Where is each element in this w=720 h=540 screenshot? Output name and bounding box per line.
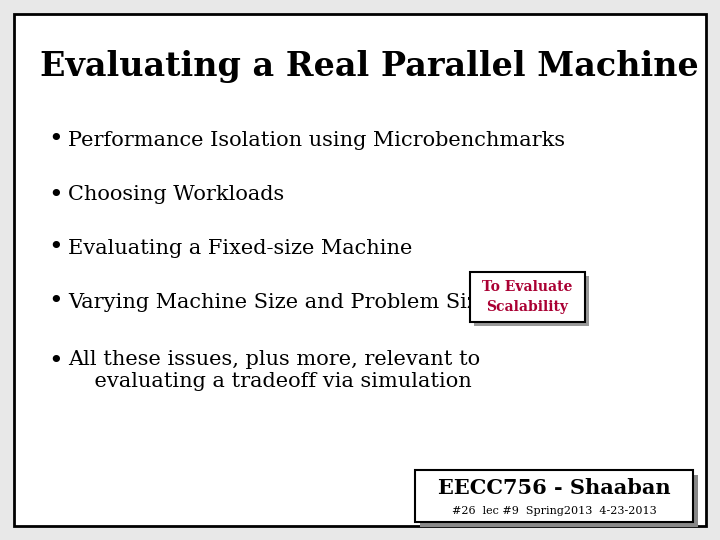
Bar: [470, 272, 585, 322]
Text: Evaluating a Fixed-size Machine: Evaluating a Fixed-size Machine: [68, 239, 413, 258]
Text: Performance Isolation using Microbenchmarks: Performance Isolation using Microbenchma…: [68, 131, 565, 150]
Text: To Evaluate
Scalability: To Evaluate Scalability: [482, 280, 572, 314]
Text: •: •: [48, 129, 63, 152]
Text: •: •: [48, 237, 63, 260]
Text: Evaluating a Real Parallel Machine: Evaluating a Real Parallel Machine: [40, 50, 698, 83]
Text: •: •: [48, 291, 63, 314]
Text: Varying Machine Size and Problem Size: Varying Machine Size and Problem Size: [68, 293, 490, 312]
Text: #26  lec #9  Spring2013  4-23-2013: #26 lec #9 Spring2013 4-23-2013: [451, 505, 657, 516]
Text: •: •: [48, 184, 63, 206]
Bar: [420, 475, 698, 527]
Text: Choosing Workloads: Choosing Workloads: [68, 186, 284, 205]
Text: •: •: [48, 350, 63, 373]
Bar: [415, 470, 693, 522]
Text: EECC756 - Shaaban: EECC756 - Shaaban: [438, 478, 670, 498]
Text: All these issues, plus more, relevant to: All these issues, plus more, relevant to: [68, 350, 480, 369]
Text: evaluating a tradeoff via simulation: evaluating a tradeoff via simulation: [68, 372, 472, 391]
Bar: [474, 276, 589, 326]
